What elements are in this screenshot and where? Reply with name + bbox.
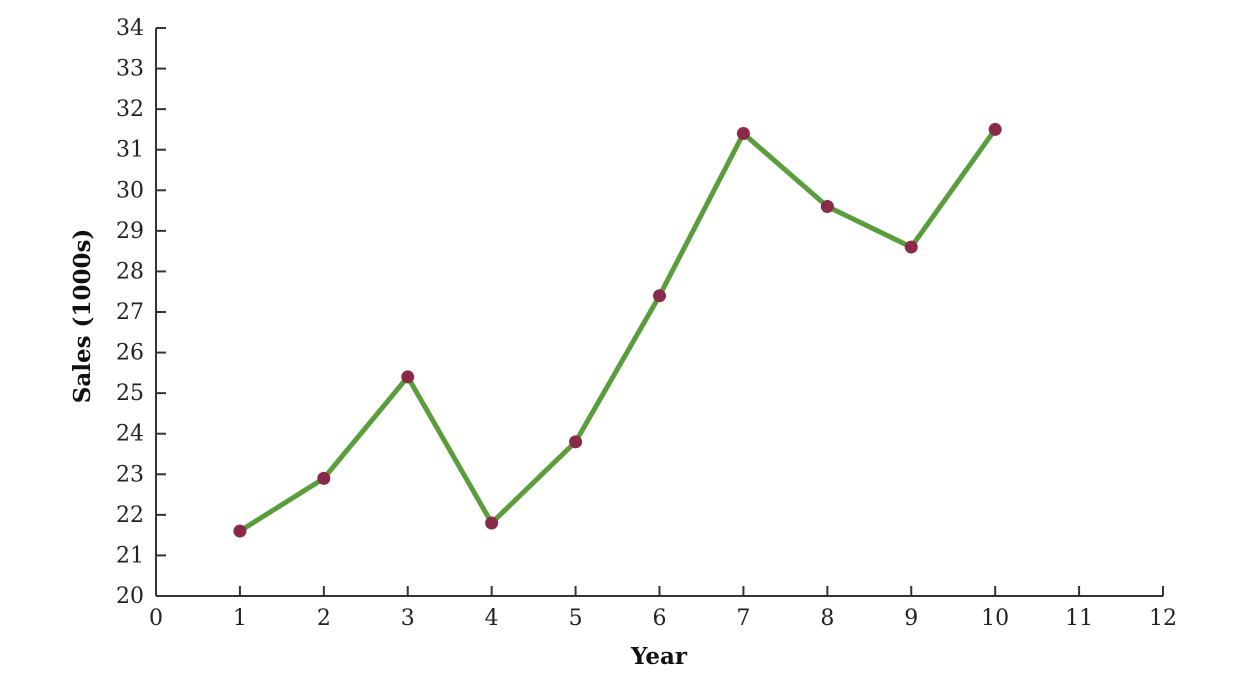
y-tick-label: 25 — [116, 381, 144, 406]
x-tick-label: 10 — [981, 606, 1009, 631]
y-tick-label: 27 — [116, 300, 144, 325]
x-tick-label: 2 — [317, 606, 331, 631]
y-tick-label: 34 — [116, 16, 144, 41]
x-tick-label: 6 — [653, 606, 667, 631]
y-tick-label: 30 — [116, 178, 144, 203]
data-point — [820, 200, 834, 214]
x-tick-label: 7 — [736, 606, 750, 631]
y-axis-title: Sales (1000s) — [69, 229, 96, 404]
x-tick-label: 12 — [1149, 606, 1177, 631]
x-tick-label: 8 — [820, 606, 834, 631]
data-point — [653, 289, 666, 303]
y-tick-label: 24 — [116, 422, 144, 447]
y-tick-label: 33 — [116, 57, 144, 82]
data-point — [569, 435, 583, 449]
x-tick-label: 0 — [149, 606, 163, 631]
x-ticks: 0 1 2 3 4 5 6 7 8 9 10 11 12 — [149, 586, 1177, 631]
x-axis-title: Year — [630, 643, 688, 670]
x-tick-label: 4 — [485, 606, 499, 631]
x-tick-label: 1 — [233, 606, 247, 631]
series-line — [237, 126, 998, 534]
y-tick-label: 21 — [116, 543, 144, 568]
y-tick-label: 29 — [116, 219, 144, 244]
y-tick-label: 20 — [116, 584, 144, 609]
data-point — [317, 471, 331, 485]
y-tick-label: 31 — [116, 138, 144, 163]
y-tick-label: 26 — [116, 341, 144, 366]
y-tick-label: 28 — [116, 259, 144, 284]
y-tick-label: 23 — [116, 462, 144, 487]
series-group — [233, 122, 1002, 538]
x-tick-label: 11 — [1065, 606, 1093, 631]
data-point — [401, 370, 415, 384]
data-point — [233, 524, 247, 538]
data-point — [485, 516, 499, 530]
y-axis: 20 21 22 23 24 25 26 27 28 29 30 31 32 33 34 — [116, 16, 166, 609]
y-tick-label: 22 — [116, 503, 144, 528]
x-tick-label: 3 — [401, 606, 415, 631]
data-point — [988, 122, 1002, 136]
data-point — [736, 126, 750, 140]
data-point — [904, 240, 918, 254]
x-tick-label: 5 — [569, 606, 583, 631]
y-tick-label: 32 — [116, 97, 144, 122]
x-tick-label: 9 — [904, 606, 918, 631]
y-ticks: 20 21 22 23 24 25 26 27 28 29 30 31 32 33 34 — [116, 16, 166, 609]
x-axis: 0 1 2 3 4 5 6 7 8 9 10 11 12 — [149, 586, 1177, 631]
